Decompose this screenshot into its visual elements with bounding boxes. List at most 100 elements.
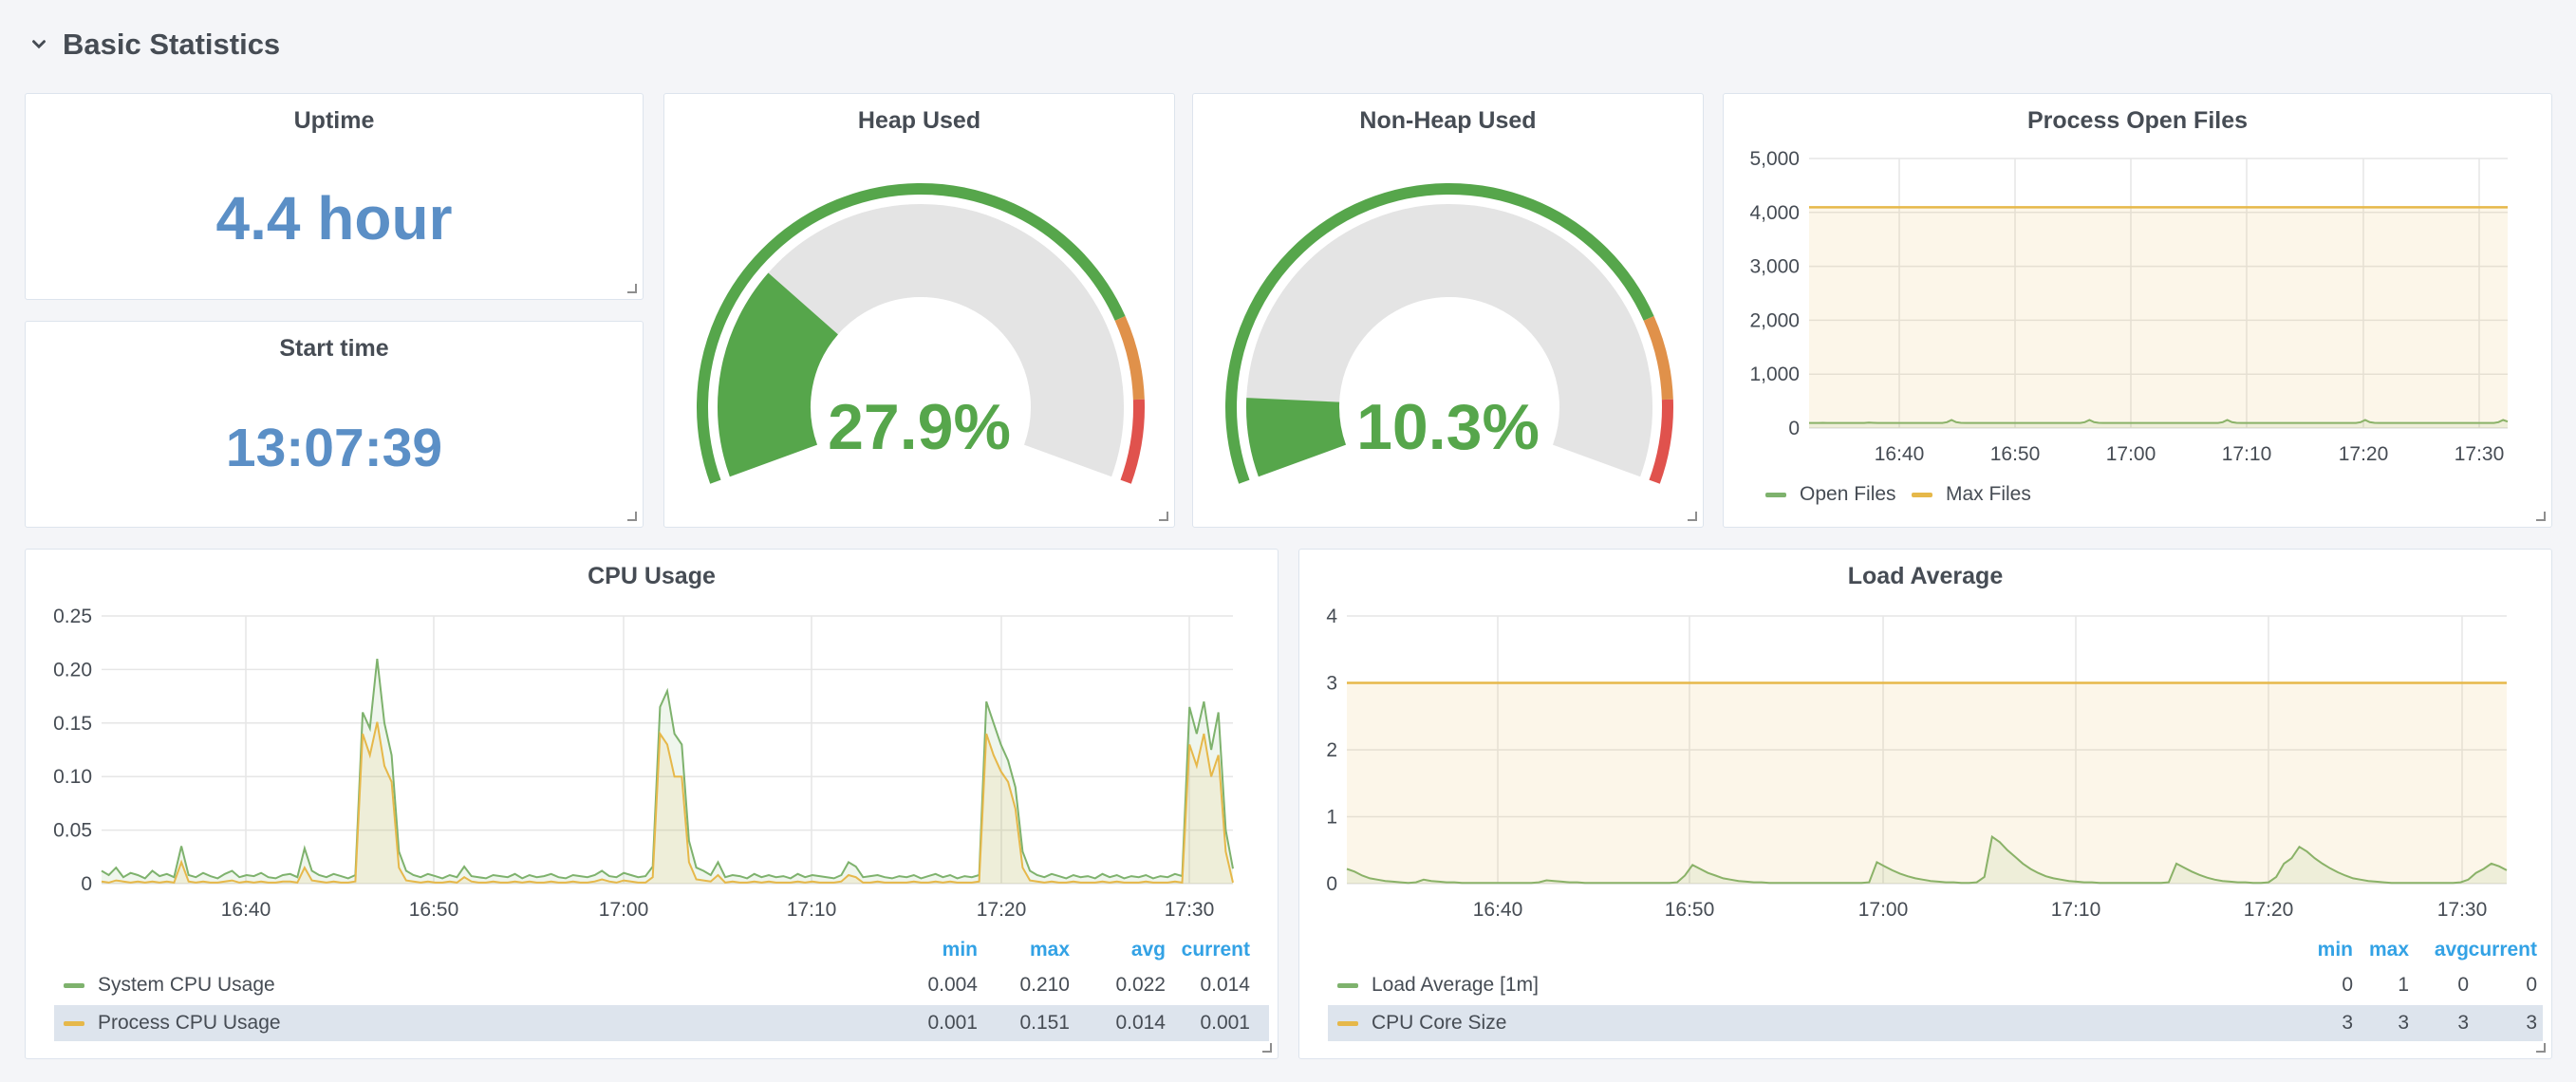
load-legend-table: min max avg current Load Average [1m] 0 … bbox=[1328, 937, 2543, 1051]
legend-label: Max Files bbox=[1946, 483, 2031, 505]
legend-header-min[interactable]: min bbox=[942, 939, 978, 961]
legend-min: 0.001 bbox=[927, 1012, 978, 1034]
panel-title[interactable]: CPU Usage bbox=[588, 563, 716, 589]
legend-item-open-files[interactable]: Open Files bbox=[1765, 483, 1896, 506]
gauge-value-arc bbox=[1246, 398, 1347, 477]
uptime-value: 4.4 hour bbox=[215, 184, 453, 252]
legend-avg: 0.014 bbox=[1115, 1012, 1166, 1034]
x-tick-label: 17:00 bbox=[1858, 899, 1909, 921]
gauge-track bbox=[1246, 204, 1652, 477]
resize-handle-icon[interactable] bbox=[1686, 510, 1697, 521]
threshold-orange bbox=[1643, 316, 1673, 401]
legend-label: System CPU Usage bbox=[98, 974, 275, 996]
y-tick-label: 3 bbox=[1326, 673, 1337, 695]
load-average-chart: 0 1 2 3 4 16:40 16:50 17:00 17:10 17:20 17:30 bbox=[1326, 606, 2508, 921]
open-files-chart: 0 1,000 2,000 3,000 4,000 5,000 16:40 16:50 17:0… bbox=[1749, 148, 2509, 465]
legend-max: 1 bbox=[2398, 974, 2409, 996]
legend-row-system-cpu[interactable]: System CPU Usage 0.004 0.210 0.022 0.014 bbox=[54, 967, 1269, 1003]
legend-min: 3 bbox=[2342, 1012, 2353, 1034]
legend-header-current[interactable]: current bbox=[1181, 939, 1250, 961]
series-line bbox=[1346, 834, 2508, 885]
panel-title[interactable]: Start time bbox=[279, 335, 389, 362]
legend-header-min[interactable]: min bbox=[2317, 939, 2353, 961]
panel-title[interactable]: Non-Heap Used bbox=[1359, 107, 1537, 134]
y-tick-label: 0 bbox=[1326, 873, 1337, 895]
legend-swatch bbox=[1912, 492, 1932, 497]
legend-swatch bbox=[1765, 492, 1786, 497]
legend-header-max[interactable]: max bbox=[2368, 939, 2409, 961]
x-tick-label: 17:30 bbox=[1165, 899, 1215, 921]
y-tick-label: 3,000 bbox=[1749, 256, 1800, 278]
x-tick-label: 17:20 bbox=[2339, 443, 2389, 465]
series-area bbox=[102, 659, 1233, 884]
legend-label: CPU Core Size bbox=[1372, 1012, 1507, 1034]
panel-title[interactable]: Load Average bbox=[1847, 563, 2004, 589]
legend-min: 0 bbox=[2342, 974, 2353, 996]
load-average-panel: Load Average 0 1 2 3 4 16:40 16:50 17:00 17:10 17… bbox=[1298, 549, 2552, 1059]
legend-current: 0.014 bbox=[1200, 974, 1250, 996]
legend-current: 0.001 bbox=[1200, 1012, 1250, 1034]
heap-used-panel: Heap Used 27.9% bbox=[663, 93, 1175, 528]
legend-swatch bbox=[1337, 982, 1358, 988]
legend-label: Process CPU Usage bbox=[98, 1012, 281, 1034]
y-tick-label: 0.05 bbox=[53, 820, 92, 842]
cpu-legend-table: min max avg current System CPU Usage 0.0… bbox=[54, 937, 1269, 1051]
x-tick-label: 17:30 bbox=[2455, 443, 2505, 465]
legend-header-max[interactable]: max bbox=[1029, 939, 1070, 961]
legend-header-avg[interactable]: avg bbox=[2434, 939, 2469, 961]
legend-max: 0.151 bbox=[1019, 1012, 1070, 1034]
non-heap-used-panel: Non-Heap Used 10.3% bbox=[1192, 93, 1704, 528]
y-tick-label: 1 bbox=[1326, 807, 1337, 829]
row-header-basic-statistics[interactable]: Basic Statistics bbox=[28, 21, 280, 68]
legend-header-current[interactable]: current bbox=[2468, 939, 2537, 961]
panel-title[interactable]: Heap Used bbox=[857, 107, 981, 134]
non-heap-gauge bbox=[1225, 183, 1673, 484]
panel-title[interactable]: Process Open Files bbox=[2026, 107, 2249, 134]
legend-swatch bbox=[64, 982, 84, 988]
uptime-panel: Uptime 4.4 hour bbox=[25, 93, 644, 300]
legend-row-cpu-core-size[interactable]: CPU Core Size 3 3 3 3 bbox=[1328, 1005, 2543, 1041]
start-time-value: 13:07:39 bbox=[225, 418, 443, 478]
series-area bbox=[102, 721, 1233, 884]
resize-handle-icon[interactable] bbox=[625, 282, 637, 293]
legend-label: Load Average [1m] bbox=[1372, 974, 1539, 996]
heap-gauge bbox=[697, 183, 1145, 484]
legend-row-process-cpu[interactable]: Process CPU Usage 0.001 0.151 0.014 0.00… bbox=[54, 1005, 1269, 1041]
y-tick-label: 0.25 bbox=[53, 606, 92, 627]
series-line bbox=[1809, 419, 2509, 424]
legend-row-load-average-1m[interactable]: Load Average [1m] 0 1 0 0 bbox=[1328, 967, 2543, 1003]
legend-header-avg[interactable]: avg bbox=[1130, 939, 1166, 961]
x-tick-label: 17:00 bbox=[599, 899, 649, 921]
x-tick-label: 16:40 bbox=[1875, 443, 1925, 465]
legend-item-max-files[interactable]: Max Files bbox=[1912, 483, 2031, 506]
x-tick-label: 16:50 bbox=[409, 899, 459, 921]
legend-swatch bbox=[1337, 1020, 1358, 1026]
panel-title[interactable]: Uptime bbox=[293, 107, 375, 134]
y-tick-label: 4 bbox=[1326, 606, 1337, 627]
x-tick-label: 16:40 bbox=[1473, 899, 1523, 921]
resize-handle-icon[interactable] bbox=[1157, 510, 1168, 521]
legend-current: 3 bbox=[2526, 1012, 2537, 1034]
y-tick-label: 5,000 bbox=[1749, 148, 1800, 170]
resize-handle-icon[interactable] bbox=[625, 510, 637, 521]
y-tick-label: 0 bbox=[1788, 418, 1800, 439]
threshold-red bbox=[1649, 399, 1673, 484]
row-title: Basic Statistics bbox=[63, 28, 281, 61]
y-tick-label: 0.15 bbox=[53, 713, 92, 735]
x-tick-label: 17:20 bbox=[2244, 899, 2294, 921]
x-tick-label: 17:10 bbox=[2222, 443, 2272, 465]
series-area bbox=[1809, 420, 2508, 428]
non-heap-value: 10.3% bbox=[1356, 391, 1540, 463]
resize-handle-icon[interactable] bbox=[2534, 1041, 2546, 1053]
y-tick-label: 1,000 bbox=[1749, 364, 1800, 385]
resize-handle-icon[interactable] bbox=[2534, 510, 2546, 521]
x-tick-label: 16:50 bbox=[1665, 899, 1715, 921]
heap-value: 27.9% bbox=[828, 391, 1011, 463]
resize-handle-icon[interactable] bbox=[1260, 1041, 1272, 1053]
series-line bbox=[101, 658, 1234, 880]
y-tick-label: 0 bbox=[81, 873, 92, 895]
legend-swatch bbox=[64, 1020, 84, 1026]
series-area bbox=[1347, 682, 2507, 884]
chevron-down-icon[interactable] bbox=[28, 34, 49, 55]
y-tick-label: 4,000 bbox=[1749, 202, 1800, 224]
